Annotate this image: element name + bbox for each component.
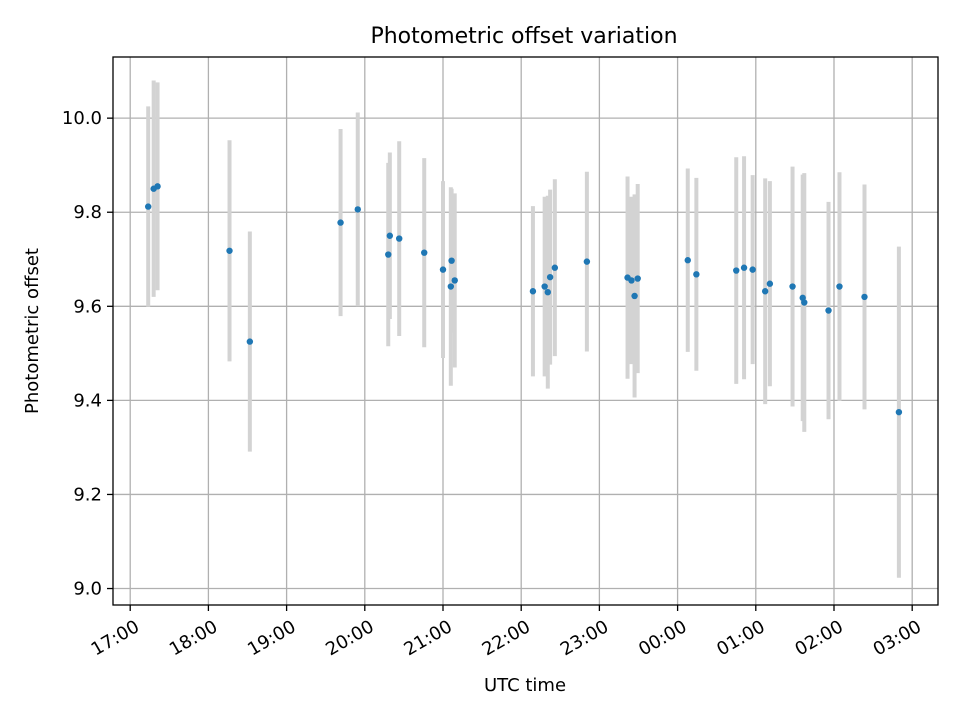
y-tick-label: 10.0 — [62, 108, 102, 129]
y-tick-label: 9.4 — [73, 390, 102, 411]
data-point — [386, 232, 394, 239]
chart-title: Photometric offset variation — [370, 24, 677, 49]
y-tick-label: 9.8 — [73, 202, 102, 223]
data-point — [634, 275, 641, 282]
data-point — [439, 266, 447, 273]
y-tick-label: 9.0 — [73, 579, 102, 600]
data-point — [761, 288, 769, 295]
data-point — [354, 206, 361, 213]
data-point — [733, 267, 740, 274]
data-point — [144, 203, 152, 210]
data-point — [628, 277, 635, 284]
data-point — [448, 257, 455, 264]
data-point — [749, 266, 756, 273]
data-point — [154, 183, 161, 190]
data-point — [447, 283, 455, 290]
data-point — [766, 280, 774, 287]
data-point — [421, 249, 428, 256]
y-tick-label: 9.6 — [73, 296, 102, 317]
data-point — [546, 273, 554, 281]
data-point — [583, 258, 591, 265]
y-axis-ticks: 9.0 9.2 9.4 9.6 9.8 10.0 — [62, 108, 113, 600]
grid-lines — [113, 57, 938, 605]
data-point — [226, 247, 233, 254]
data-point — [337, 219, 344, 226]
data-point — [631, 292, 638, 300]
data-point — [246, 338, 254, 345]
y-axis-label: Photometric offset — [22, 248, 43, 414]
data-point — [861, 293, 868, 301]
data-point — [529, 288, 537, 295]
data-point — [385, 251, 392, 258]
data-point — [451, 277, 458, 284]
data-point — [801, 299, 808, 306]
data-point — [789, 283, 796, 290]
data-point — [825, 307, 832, 314]
x-axis-label: UTC time — [484, 675, 566, 696]
data-points — [144, 183, 903, 416]
data-point — [836, 283, 843, 290]
data-point — [693, 271, 700, 278]
data-point — [396, 235, 403, 242]
plot-frame — [112, 56, 939, 606]
y-tick-label: 9.2 — [73, 484, 102, 505]
data-point — [740, 264, 748, 271]
data-point — [684, 257, 691, 264]
data-point — [551, 264, 559, 271]
data-point — [541, 283, 548, 290]
data-point — [544, 288, 551, 296]
data-point — [895, 408, 903, 416]
